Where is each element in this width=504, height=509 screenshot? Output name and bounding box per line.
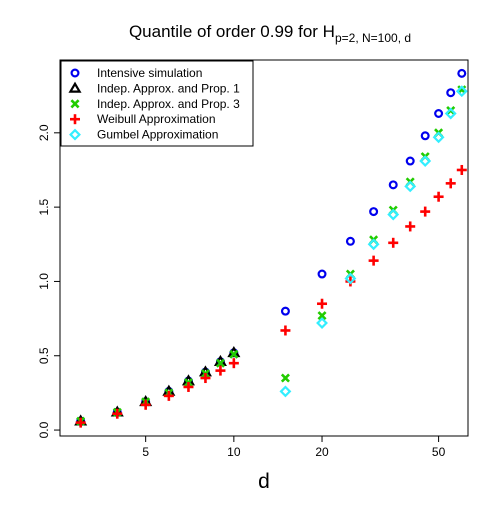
y-tick-label: 0.5 xyxy=(37,347,51,364)
point-x xyxy=(317,311,327,321)
chart-title: Quantile of order 0.99 for Hp=2, N=100, … xyxy=(129,22,411,45)
y-tick-label: 1.5 xyxy=(37,198,51,215)
point-plus xyxy=(433,191,444,202)
point-x xyxy=(229,349,239,359)
point-x xyxy=(215,358,225,368)
point-plus xyxy=(280,325,291,336)
point-diamond xyxy=(404,180,417,193)
point-circle xyxy=(388,180,398,190)
point-circle xyxy=(457,68,467,78)
x-tick-label: 10 xyxy=(227,445,241,459)
chart-title-subscript: p=2, N=100, d xyxy=(335,31,411,45)
point-circle xyxy=(369,207,379,217)
legend-label: Weibull Approximation xyxy=(97,112,216,126)
data-points xyxy=(74,68,468,428)
point-x xyxy=(280,373,290,383)
plot-frame xyxy=(59,59,469,437)
legend-marker xyxy=(70,68,80,78)
point-diamond xyxy=(419,155,432,168)
y-tick-label: 2.0 xyxy=(37,124,51,141)
point-circle xyxy=(446,88,456,98)
point-diamond xyxy=(432,131,445,144)
legend-marker xyxy=(70,99,80,109)
point-circle xyxy=(280,306,290,316)
x-axis-label: d xyxy=(258,470,270,493)
legend-marker xyxy=(70,114,80,125)
point-diamond xyxy=(344,272,357,285)
point-circle xyxy=(420,131,430,141)
point-circle xyxy=(345,236,355,246)
point-diamond xyxy=(279,385,292,398)
point-plus xyxy=(228,358,239,369)
point-plus xyxy=(388,237,399,248)
x-tick-label: 50 xyxy=(432,445,446,459)
legend-label: Indep. Approx. and Prop. 1 xyxy=(97,81,240,95)
x-tick-label: 20 xyxy=(315,445,329,459)
point-plus xyxy=(183,381,194,392)
point-diamond xyxy=(316,317,328,330)
point-diamond xyxy=(387,208,400,221)
point-plus xyxy=(405,221,416,232)
legend-label: Gumbel Approximation xyxy=(97,128,218,142)
y-axis: 0.0 0.5 1.0 1.5 2.0 xyxy=(37,124,60,438)
point-circle xyxy=(317,269,327,279)
point-plus xyxy=(456,164,467,175)
point-plus xyxy=(112,408,123,419)
point-plus xyxy=(420,206,431,217)
y-tick-label: 0.0 xyxy=(37,421,51,438)
legend-label: Intensive simulation xyxy=(97,66,202,80)
point-plus xyxy=(75,417,86,428)
point-circle xyxy=(434,109,444,119)
point-diamond xyxy=(367,238,380,251)
point-plus xyxy=(215,365,226,376)
point-circle xyxy=(405,156,415,166)
point-plus xyxy=(140,399,151,410)
x-axis: 5 10 20 50 xyxy=(142,436,446,459)
x-tick-label: 5 xyxy=(142,445,149,459)
point-plus xyxy=(200,373,211,384)
chart-title-main: Quantile of order 0.99 for H xyxy=(129,22,335,41)
point-plus xyxy=(317,298,328,309)
legend-label: Indep. Approx. and Prop. 3 xyxy=(97,97,240,111)
point-plus xyxy=(445,178,456,189)
point-plus xyxy=(163,390,174,401)
legend-marker xyxy=(68,81,82,93)
legend-box xyxy=(60,60,254,147)
point-plus xyxy=(368,255,379,266)
point-diamond xyxy=(444,107,457,120)
point-diamond xyxy=(455,85,468,98)
y-tick-label: 1.0 xyxy=(37,273,51,290)
legend-marker xyxy=(69,128,81,141)
